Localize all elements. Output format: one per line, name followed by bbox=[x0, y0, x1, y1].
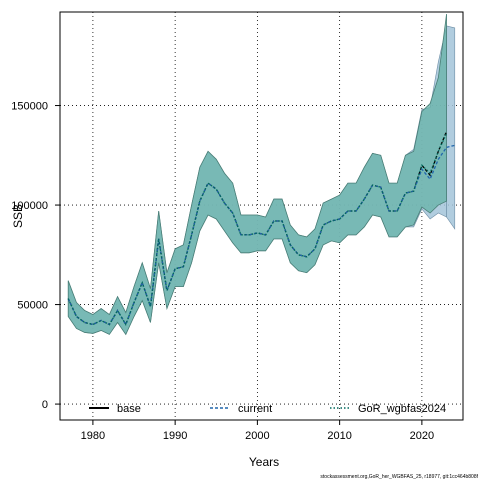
y-axis: 0 50000 100000 150000 bbox=[11, 101, 60, 411]
x-axis: 1980 1990 2000 2010 2020 bbox=[81, 420, 434, 442]
x-tick-label: 1980 bbox=[81, 430, 105, 442]
plot-frame bbox=[59, 11, 464, 421]
band-current-forecast bbox=[446, 25, 456, 230]
y-tick-label: 150000 bbox=[11, 101, 48, 113]
legend-label: GoR_wgbfas2024 bbox=[358, 403, 446, 415]
series-lines bbox=[67, 131, 455, 326]
footnote: stockassessment.org,GoR_her_WGBFAS_25, r… bbox=[320, 474, 478, 480]
band-gor-wgbfas2024 bbox=[67, 13, 447, 336]
x-axis-label: Years bbox=[249, 455, 279, 469]
legend-label: current bbox=[238, 403, 272, 415]
x-tick-label: 2020 bbox=[410, 430, 434, 442]
legend: base current GoR_wgbfas2024 bbox=[89, 403, 446, 415]
legend-label: base bbox=[117, 403, 141, 415]
confidence-bands bbox=[67, 13, 456, 336]
x-tick-label: 1990 bbox=[163, 430, 187, 442]
y-axis-label: SSB bbox=[11, 204, 25, 228]
y-tick-label: 50000 bbox=[17, 300, 48, 312]
y-tick-label: 100000 bbox=[11, 200, 48, 212]
y-tick-label: 0 bbox=[42, 399, 48, 411]
line-current-forecast bbox=[446, 144, 455, 148]
line-gor-wgbfas2024 bbox=[67, 133, 448, 326]
x-tick-label: 2010 bbox=[327, 430, 351, 442]
x-tick-label: 2000 bbox=[245, 430, 269, 442]
